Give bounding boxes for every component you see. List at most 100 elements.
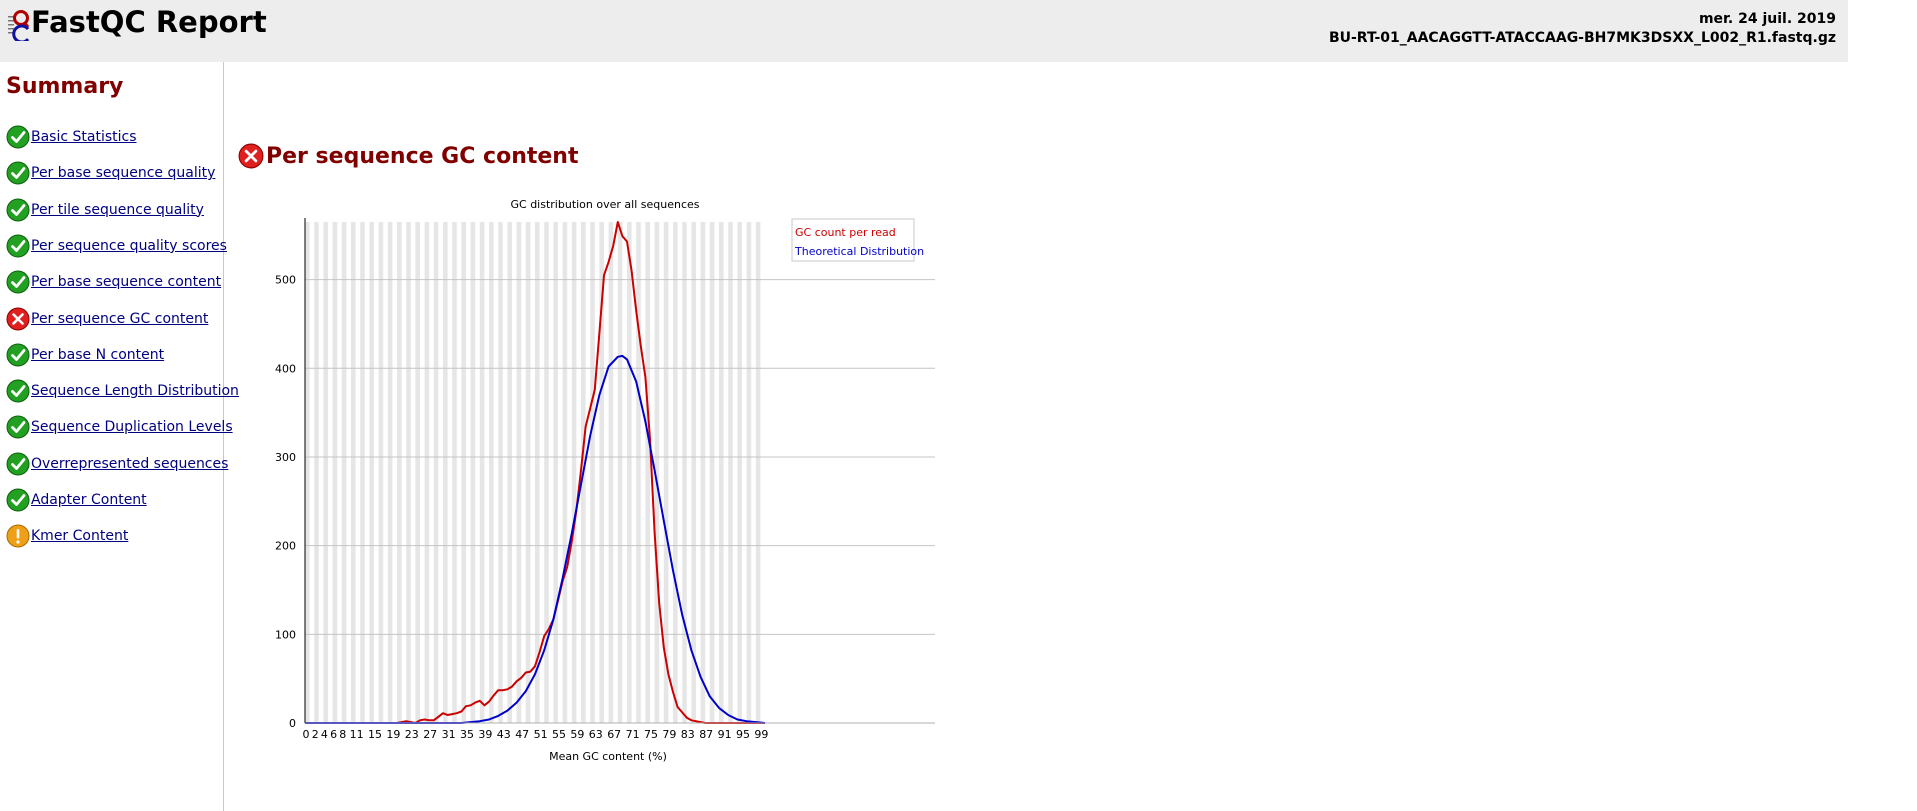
x-tick-label: 35: [460, 728, 474, 741]
chart-band: [691, 222, 696, 723]
x-tick-label: 0: [303, 728, 310, 741]
chart-band: [590, 222, 595, 723]
chart-band: [525, 222, 531, 723]
chart-band: [709, 222, 715, 723]
chart-band: [387, 222, 393, 723]
legend-observed: GC count per read: [795, 226, 896, 239]
nav-link[interactable]: Per base sequence quality: [31, 165, 216, 182]
nav-item[interactable]: Adapter Content: [6, 487, 147, 513]
nav-item[interactable]: Per tile sequence quality: [6, 197, 204, 223]
nav-item[interactable]: Per base sequence quality: [6, 160, 215, 186]
nav-item[interactable]: Sequence Duplication Levels: [6, 414, 233, 440]
chart-band: [378, 222, 384, 723]
legend-theoretical: Theoretical Distribution: [794, 245, 924, 258]
chart-band: [332, 222, 338, 723]
x-tick-label: 55: [552, 728, 566, 741]
pass-icon: [6, 270, 30, 294]
x-tick-label: 43: [497, 728, 511, 741]
summary-title: Summary: [6, 74, 124, 99]
x-tick-label: 15: [368, 728, 382, 741]
x-axis-label: Mean GC content (%): [549, 750, 667, 763]
x-tick-label: 6: [330, 728, 337, 741]
pass-icon: [6, 198, 30, 222]
nav-link[interactable]: Overrepresented sequences: [31, 455, 229, 472]
nav-link[interactable]: Basic Statistics: [31, 129, 137, 145]
module-title: Per sequence GC content: [266, 143, 579, 169]
nav-item[interactable]: Basic Statistics: [6, 124, 137, 150]
x-tick-label: 8: [339, 728, 346, 741]
nav-item[interactable]: Per sequence GC content: [6, 306, 208, 332]
nav-link[interactable]: Sequence Duplication Levels: [31, 419, 233, 436]
chart-band: [608, 222, 614, 723]
pass-icon: [6, 125, 30, 149]
nav-item[interactable]: Kmer Content: [6, 523, 128, 549]
nav-item[interactable]: Per base sequence content: [6, 269, 221, 295]
x-tick-label: 2: [312, 728, 319, 741]
nav-link[interactable]: Per sequence GC content: [31, 310, 209, 327]
chart-band: [507, 222, 512, 723]
x-tick-label: 95: [736, 728, 750, 741]
x-tick-label: 51: [534, 728, 548, 741]
x-tick-label: 39: [478, 728, 492, 741]
fail-icon: [238, 143, 264, 169]
chart-band: [397, 222, 402, 723]
report-date: mer. 24 juil. 2019: [1698, 11, 1836, 27]
x-tick-label: 47: [515, 728, 529, 741]
chart-band: [645, 222, 650, 723]
nav-item[interactable]: Per sequence quality scores: [6, 233, 227, 259]
nav-item[interactable]: Per base N content: [6, 342, 164, 368]
chart-band: [360, 222, 365, 723]
chart-band: [415, 222, 420, 723]
chart-band: [424, 222, 430, 723]
warning-icon: [6, 524, 30, 548]
nav-link[interactable]: Per tile sequence quality: [31, 201, 204, 218]
chart-band: [746, 222, 752, 723]
chart-band: [562, 222, 568, 723]
chart-band: [341, 222, 347, 723]
gc-content-chart: GC distribution over all sequences 0 100 2…: [275, 198, 935, 763]
x-tick-label: 27: [423, 728, 437, 741]
nav-link[interactable]: Kmer Content: [31, 528, 129, 545]
fastqc-logo-icon: [8, 10, 30, 41]
nav-link[interactable]: Per sequence quality scores: [31, 237, 227, 254]
nav-link[interactable]: Adapter Content: [31, 492, 147, 508]
x-tick-label: 31: [442, 728, 456, 741]
chart-band: [323, 222, 328, 723]
chart-band: [516, 222, 522, 723]
nav-item[interactable]: Sequence Length Distribution: [6, 378, 239, 404]
nav-link[interactable]: Sequence Length Distribution: [31, 383, 239, 400]
chart-band: [489, 222, 494, 723]
y-tick-label: 300: [275, 451, 296, 464]
chart-band: [627, 222, 632, 723]
x-tick-label: 99: [754, 728, 768, 741]
pass-icon: [6, 488, 30, 512]
chart-band: [755, 222, 761, 723]
chart-band: [406, 222, 411, 723]
chart-band: [479, 222, 485, 723]
chart-band: [654, 222, 660, 723]
x-tick-label: 63: [589, 728, 603, 741]
chart-band: [314, 222, 319, 723]
pass-icon: [6, 343, 30, 367]
nav-item[interactable]: Overrepresented sequences: [6, 451, 228, 477]
chart-band: [719, 222, 724, 723]
nav-link[interactable]: Per base sequence content: [31, 274, 222, 291]
nav-link[interactable]: Per base N content: [31, 346, 165, 363]
chart-bands: [305, 222, 761, 723]
chart-band: [369, 222, 374, 723]
chart-band: [682, 222, 687, 723]
legend-box: [791, 218, 915, 262]
y-tick-label: 100: [275, 628, 296, 641]
chart-band: [470, 222, 476, 723]
x-tick-label: 91: [718, 728, 732, 741]
module-heading: Per sequence GC content: [238, 143, 578, 169]
x-tick-label: 67: [607, 728, 621, 741]
pass-icon: [6, 452, 30, 476]
chart-band: [663, 222, 669, 723]
x-tick-label: 79: [662, 728, 676, 741]
x-tick-label: 87: [699, 728, 713, 741]
chart-title: GC distribution over all sequences: [511, 198, 700, 211]
chart-band: [617, 222, 623, 723]
y-tick-label: 500: [275, 274, 296, 287]
